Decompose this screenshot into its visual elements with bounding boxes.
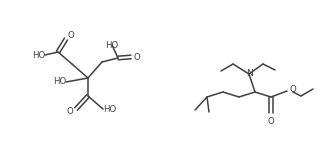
Text: N: N [247, 69, 253, 78]
Text: HO: HO [53, 78, 66, 86]
Text: HO: HO [32, 50, 45, 60]
Text: O: O [268, 117, 274, 126]
Text: HO: HO [105, 40, 119, 49]
Text: O: O [134, 52, 141, 61]
Text: O: O [66, 107, 73, 116]
Text: O: O [290, 85, 297, 94]
Text: HO: HO [103, 104, 116, 114]
Text: O: O [68, 31, 75, 40]
